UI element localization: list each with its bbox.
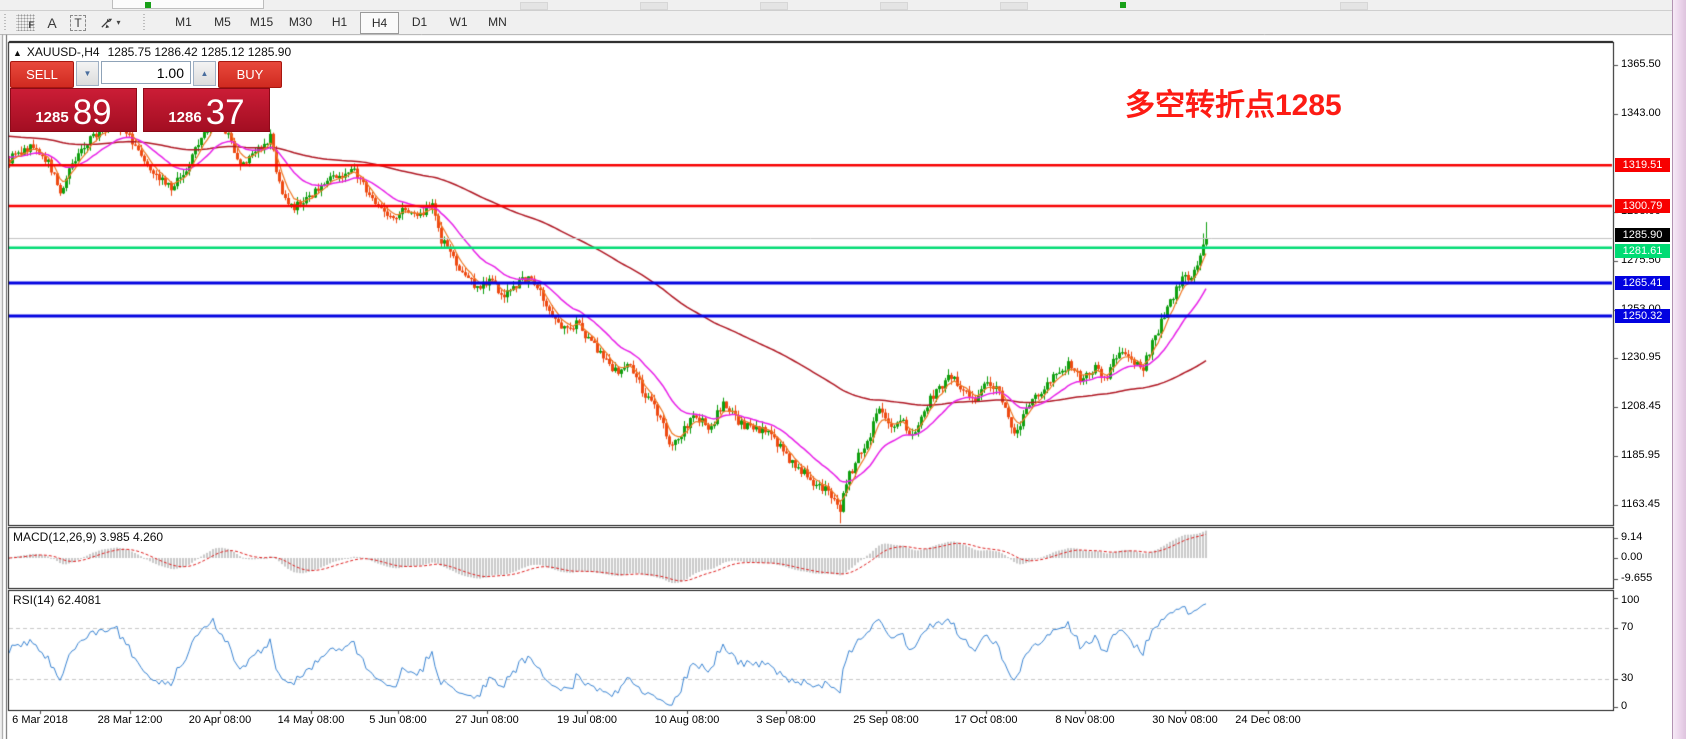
timeframe-h1[interactable]: H1	[331, 14, 348, 29]
timeframe-m30[interactable]: M30	[288, 14, 313, 29]
green-status-icon	[145, 2, 151, 8]
timeframe-h4-active[interactable]: H4	[360, 11, 399, 34]
green-status-icon	[1120, 2, 1126, 8]
buy-button[interactable]: BUY	[218, 61, 282, 88]
toolbar-drag-handle[interactable]	[143, 13, 147, 32]
volume-increase-button[interactable]: ▲	[193, 61, 216, 86]
rsi-indicator-label: RSI(14) 62.4081	[13, 593, 102, 607]
text-label-icon: T	[70, 14, 86, 31]
toolbar-remnant-button	[760, 2, 788, 10]
symbol-period-label: XAUUSD-,H4	[26, 45, 100, 59]
arrows-icon	[101, 18, 113, 28]
sell-price-box[interactable]: 1285 89	[10, 88, 137, 132]
timeframe-group: M1 M5 M15 M30 H1 H4 D1 W1 MN	[165, 11, 516, 34]
sell-price-big: 89	[72, 93, 112, 132]
toolbar-remnant-button	[1340, 2, 1368, 10]
chart-title-bar[interactable]: ▲ XAUUSD-,H4 1285.75 1286.42 1285.12 1285.…	[13, 45, 291, 59]
toolbar: F A T ▾ M1 M5 M15 M30 H1 H4 D1 W1 MN	[0, 11, 1686, 34]
volume-input[interactable]	[101, 61, 191, 84]
timeframe-d1[interactable]: D1	[411, 14, 428, 29]
buy-price-box[interactable]: 1286 37	[143, 88, 270, 132]
toolbar-drag-handle[interactable]	[4, 13, 8, 32]
arrow-objects-tool-button[interactable]: ▾	[91, 13, 129, 33]
timeframe-mn[interactable]: MN	[488, 14, 507, 29]
text-a-icon: A	[47, 14, 57, 31]
timeframe-m1[interactable]: M1	[175, 14, 192, 29]
freehand-draw-tool-button[interactable]: F	[16, 14, 35, 31]
sell-price-small: 1285	[35, 109, 69, 126]
text-tool-button[interactable]: A	[39, 13, 65, 33]
toolbar-remnant-button	[880, 2, 908, 10]
toolbar-remnant-box	[112, 0, 264, 9]
text-label-tool-button[interactable]: T	[65, 13, 91, 33]
toolbar-remnant-button	[640, 2, 668, 10]
chart-text-annotation: 多空转折点1285	[1125, 89, 1342, 122]
vertical-scrollbar[interactable]	[1672, 0, 1686, 739]
sell-button[interactable]: SELL	[10, 61, 74, 88]
volume-decrease-button[interactable]: ▼	[76, 61, 99, 86]
buy-price-small: 1286	[168, 109, 202, 126]
ohlc-quotes-label: 1285.75 1286.42 1285.12 1285.90	[107, 45, 292, 59]
chevron-down-icon: ▾	[116, 18, 121, 27]
timeframe-m15[interactable]: M15	[249, 14, 274, 29]
freehand-icon: F	[28, 20, 35, 30]
toolbar-remnant-button	[1000, 2, 1028, 10]
buy-price-big: 37	[205, 93, 245, 132]
toolbar-remnant-button	[520, 2, 548, 10]
macd-indicator-label: MACD(12,26,9) 3.985 4.260	[13, 530, 164, 544]
timeframe-m5[interactable]: M5	[214, 14, 231, 29]
collapse-triangle-icon[interactable]: ▲	[13, 48, 22, 58]
upper-toolbar-remnant	[0, 0, 1686, 11]
one-click-trading-panel: SELL ▼ ▲ BUY 1285 89 1286 37	[10, 61, 282, 133]
timeframe-w1[interactable]: W1	[449, 14, 468, 29]
